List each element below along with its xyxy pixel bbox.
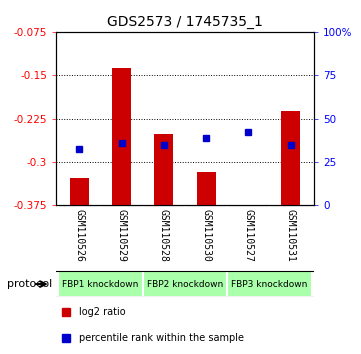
Bar (70, 178, 89, 205)
Text: GSM110526: GSM110526 (74, 209, 84, 262)
Text: GSM110529: GSM110529 (117, 209, 127, 262)
Bar (197, 172, 216, 205)
Text: FBP1 knockdown: FBP1 knockdown (62, 280, 139, 289)
Text: FBP2 knockdown: FBP2 knockdown (147, 280, 223, 289)
Bar (143, 271, 227, 297)
Bar (112, 68, 131, 205)
Title: GDS2573 / 1745735_1: GDS2573 / 1745735_1 (107, 16, 263, 29)
Bar (155, 134, 173, 205)
Text: protocol: protocol (7, 279, 52, 289)
Text: GSM110531: GSM110531 (286, 209, 296, 262)
Text: log2 ratio: log2 ratio (79, 307, 126, 317)
Bar (227, 271, 312, 297)
Text: GSM110527: GSM110527 (243, 209, 253, 262)
Text: percentile rank within the sample: percentile rank within the sample (79, 333, 244, 343)
Text: GSM110530: GSM110530 (201, 209, 211, 262)
Bar (281, 111, 300, 205)
Bar (58, 271, 143, 297)
Text: FBP3 knockdown: FBP3 knockdown (231, 280, 308, 289)
Text: GSM110528: GSM110528 (159, 209, 169, 262)
